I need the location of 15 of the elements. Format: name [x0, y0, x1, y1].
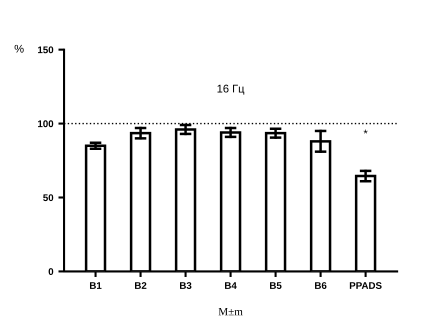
x-tick-label: B5 — [270, 282, 282, 289]
x-tick-label: B1 — [90, 282, 102, 289]
annotation: * — [364, 130, 368, 134]
y-tick-label: 150 — [38, 46, 54, 54]
x-tick-label: B3 — [180, 282, 192, 289]
y-tick-label: 0 — [48, 268, 54, 276]
y-tick-label: 50 — [43, 194, 54, 202]
x-tick-label: B6 — [315, 282, 326, 289]
x-tick-label: PPADS — [350, 282, 382, 289]
x-tick-label: B2 — [135, 282, 146, 289]
y-axis-title: % — [14, 44, 24, 53]
y-tick-label: 100 — [38, 120, 54, 128]
x-axis-title: M±m — [218, 308, 243, 316]
x-tick-label: B4 — [225, 282, 237, 289]
annotation: 16 Гц — [218, 84, 244, 95]
